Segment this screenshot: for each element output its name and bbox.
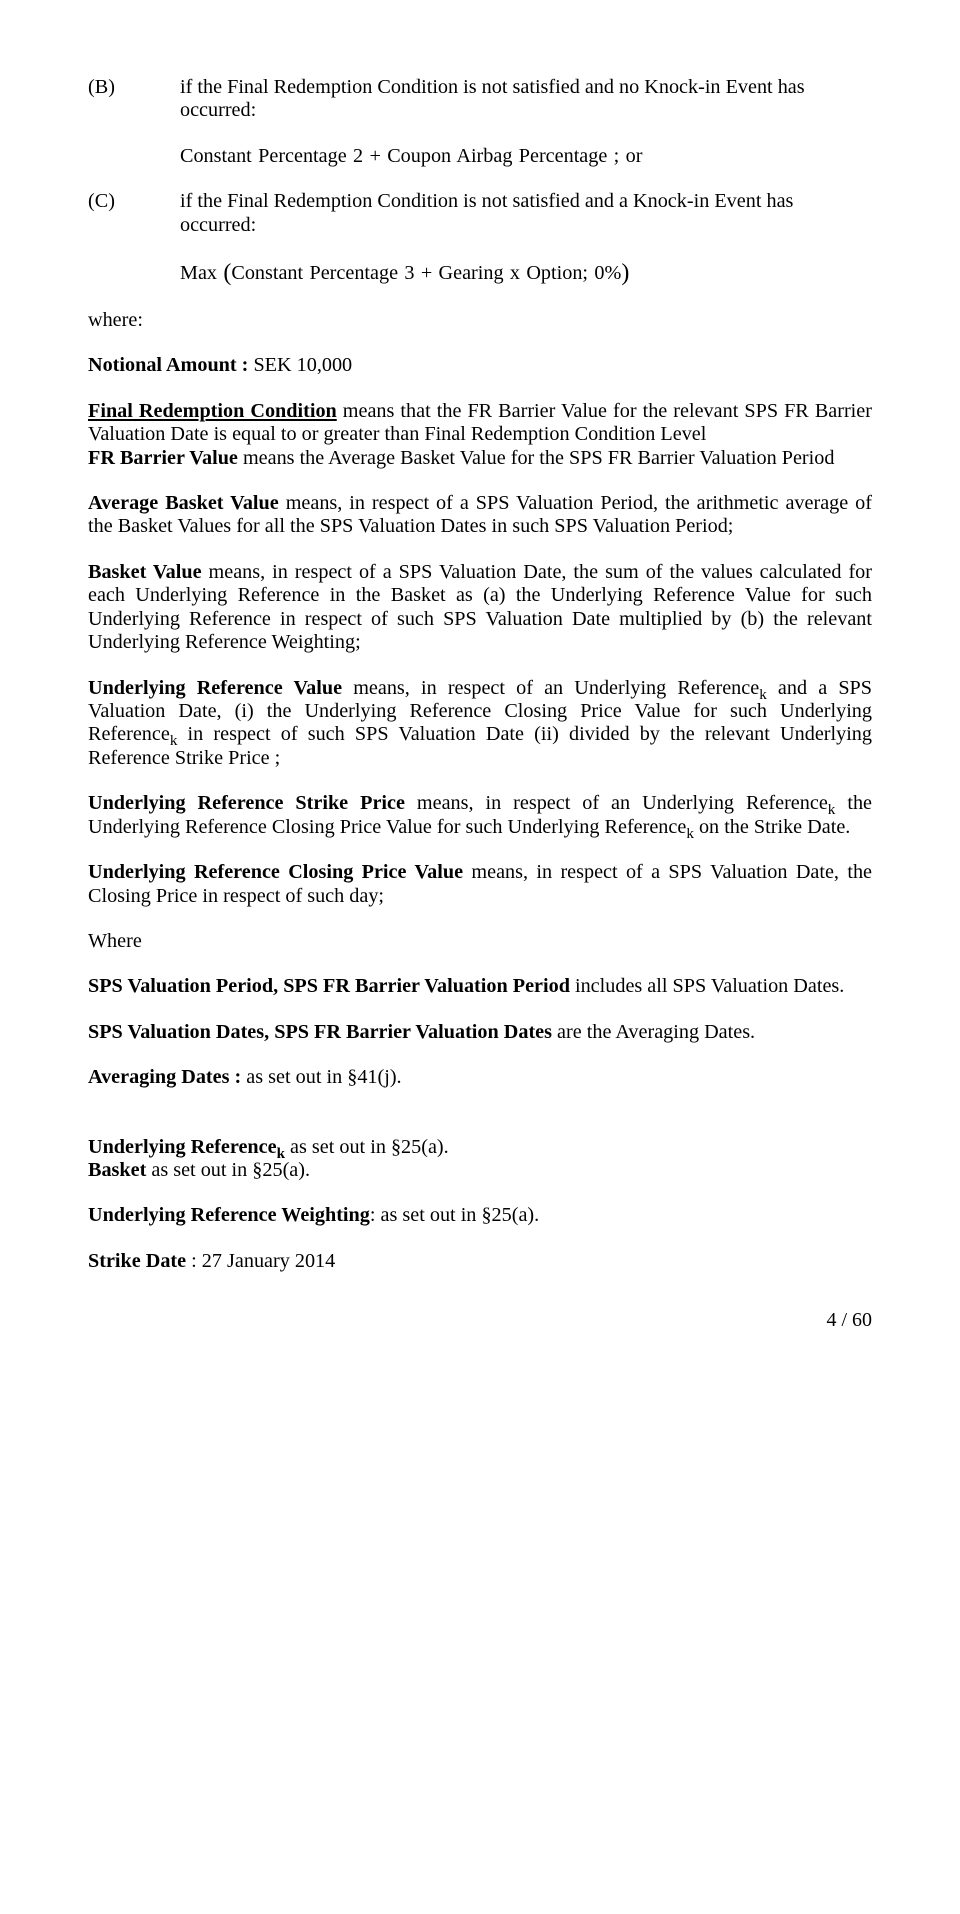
strike-title: Strike Date (88, 1250, 191, 1272)
clause-b-occurred: occurred: (180, 99, 872, 122)
formula-max: Max (180, 262, 223, 284)
bv-text: means, in respect of a SPS Valuation Dat… (88, 561, 872, 653)
ursp-title: Underlying Reference Strike Price (88, 792, 405, 814)
urcpv-block: Underlying Reference Closing Price Value… (88, 861, 872, 908)
urk-block: Underlying Referencek as set out in §25(… (88, 1136, 872, 1159)
clause-b-formula: Constant Percentage 2 + Coupon Airbag Pe… (180, 145, 872, 168)
avg-title: Averaging Dates : (88, 1066, 241, 1088)
frc-block: Final Redemption Condition means that th… (88, 400, 872, 470)
urv-text1: means, in respect of an Underlying Refer… (342, 677, 759, 699)
avg-text: as set out in §41(j). (241, 1066, 401, 1088)
svp-title: SPS Valuation Period, SPS FR Barrier Val… (88, 975, 570, 997)
clause-c-formula: Max (Constant Percentage 3 + Gearing x O… (180, 259, 872, 287)
clause-c-occurred: occurred: (180, 214, 872, 237)
frbv-title: FR Barrier Value (88, 447, 238, 469)
ursp-text1: means, in respect of an Underlying Refer… (405, 792, 828, 814)
urk-text: as set out in §25(a). (285, 1136, 449, 1158)
urcpv-title: Underlying Reference Closing Price Value (88, 861, 463, 883)
svd-text: are the Averaging Dates. (552, 1021, 755, 1043)
close-paren: ) (621, 260, 629, 286)
abv-title: Average Basket Value (88, 492, 279, 514)
urv-block: Underlying Reference Value means, in res… (88, 677, 872, 771)
formula-body: Constant Percentage 3 + Gearing x Option… (231, 262, 621, 284)
clause-b-line1: (B)if the Final Redemption Condition is … (88, 76, 872, 99)
svp-block: SPS Valuation Period, SPS FR Barrier Val… (88, 975, 872, 998)
where-label: where: (88, 309, 872, 332)
notional-line: Notional Amount : SEK 10,000 (88, 354, 872, 377)
urv-title: Underlying Reference Value (88, 677, 342, 699)
clause-c-line1: (C)if the Final Redemption Condition is … (88, 190, 872, 213)
basket-text: as set out in §25(a). (146, 1159, 310, 1181)
urv-text3: in respect of such SPS Valuation Date (i… (88, 723, 872, 768)
clause-c-text: if the Final Redemption Condition is not… (180, 190, 793, 212)
svp-text: includes all SPS Valuation Dates. (570, 975, 844, 997)
sub-k-4: k (686, 825, 694, 842)
open-paren: ( (223, 260, 231, 286)
clause-c-label: (C) (88, 190, 180, 213)
clause-b-text: if the Final Redemption Condition is not… (180, 76, 805, 98)
urk-title: Underlying Referencek (88, 1136, 285, 1158)
notional-value: SEK 10,000 (248, 354, 352, 376)
urw-text: : as set out in §25(a). (370, 1204, 539, 1226)
page-footer: 4 / 60 (88, 1309, 872, 1332)
abv-block: Average Basket Value means, in respect o… (88, 492, 872, 539)
bv-block: Basket Value means, in respect of a SPS … (88, 561, 872, 655)
strike-block: Strike Date : 27 January 2014 (88, 1250, 872, 1273)
urw-title: Underlying Reference Weighting (88, 1204, 370, 1226)
svd-title: SPS Valuation Dates, SPS FR Barrier Valu… (88, 1021, 552, 1043)
strike-text: : 27 January 2014 (191, 1250, 335, 1272)
clause-b-label: (B) (88, 76, 180, 99)
ursp-text3: on the Strike Date. (694, 816, 850, 838)
svd-block: SPS Valuation Dates, SPS FR Barrier Valu… (88, 1021, 872, 1044)
frc-title: Final Redemption Condition (88, 400, 337, 422)
basket-block: Basket as set out in §25(a). (88, 1159, 872, 1182)
ursp-block: Underlying Reference Strike Price means,… (88, 792, 872, 839)
notional-label: Notional Amount : (88, 354, 248, 376)
document-page: (B)if the Final Redemption Condition is … (0, 0, 960, 1383)
where2-label: Where (88, 930, 872, 953)
urk-basket-group: Underlying Referencek as set out in §25(… (88, 1136, 872, 1183)
avg-block: Averaging Dates : as set out in §41(j). (88, 1066, 872, 1089)
frbv-text: means the Average Basket Value for the S… (238, 447, 835, 469)
basket-title: Basket (88, 1159, 146, 1181)
bv-title: Basket Value (88, 561, 202, 583)
urw-block: Underlying Reference Weighting: as set o… (88, 1204, 872, 1227)
